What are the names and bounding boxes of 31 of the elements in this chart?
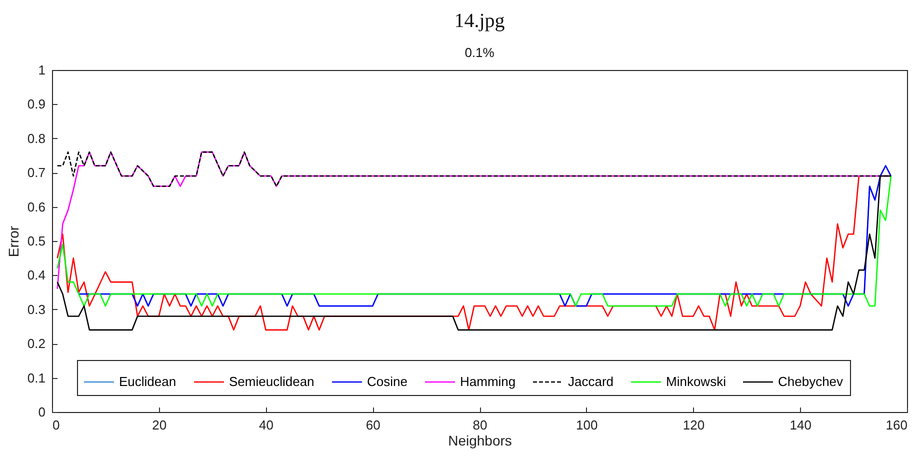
legend-label: Semieuclidean [229,374,314,389]
legend-label: Minkowski [666,374,726,389]
x-tick-label: 160 [886,418,908,432]
y-tick-label: 0.6 [27,199,46,214]
x-tick-label: 40 [259,418,274,432]
y-axis-title: Error [5,226,22,258]
y-tick-label: 0.7 [27,165,46,180]
y-tick-label: 0.3 [27,302,46,317]
y-tick-label: 0.4 [27,268,46,283]
y-tick-label: 0.9 [27,96,46,112]
x-tick-label: 120 [682,418,705,432]
legend-label: Euclidean [119,374,176,389]
y-tick-label: 0.8 [27,130,46,146]
y-tick-label: 0.5 [27,234,46,248]
legend-label: Chebychev [778,374,844,389]
y-tick-label: 0.2 [27,336,46,352]
x-tick-label: 80 [472,418,488,432]
x-tick-label: 100 [576,418,598,432]
legend-label: Jaccard [568,374,614,389]
x-tick-label: 20 [152,418,167,432]
x-tick-label: 140 [790,418,812,432]
legend-label: Hamming [460,374,516,389]
x-axis-title: Neighbors [448,432,512,448]
y-tick-label: 1 [38,62,46,78]
y-tick-label: 0.1 [27,370,46,386]
x-tick-label: 60 [366,418,380,432]
legend-label: Cosine [367,374,408,389]
chart-subtitle: 0.1% [464,45,495,60]
chart-title: 14.jpg [454,10,505,32]
y-tick-label: 0 [38,404,46,420]
x-tick-label: 0 [52,418,60,432]
